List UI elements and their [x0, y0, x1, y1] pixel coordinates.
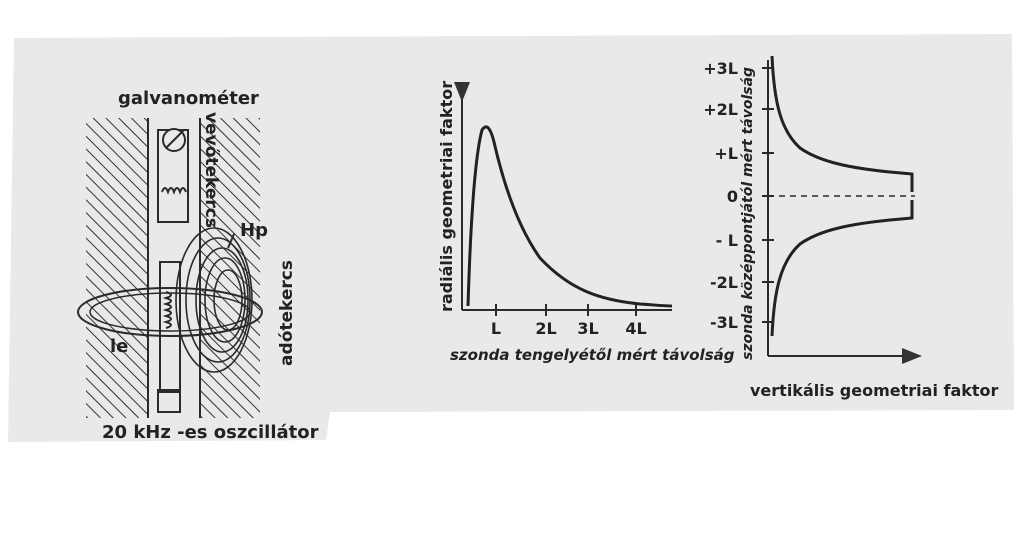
right-y-tick-label: +2L [703, 100, 738, 119]
oscillator-label: 20 kHz -es oszcillátor [102, 422, 319, 443]
right-y-tick-label: - L [716, 231, 738, 250]
vertical-factor-curve-lower [770, 200, 914, 337]
middle-x-tick-label: 4L [625, 319, 646, 338]
radial-factor-curve [466, 125, 673, 308]
right-y-tick-label: -3L [710, 313, 738, 332]
galvanometer-label: galvanométer [118, 88, 259, 109]
middle-x-tick-label: L [491, 319, 501, 338]
oscillator-box [157, 389, 181, 413]
vertical-factor-chart: +3L +2L +L 0 - L -2L -3L szonda középpontjától… [703, 55, 999, 400]
right-y-tick-label: +L [714, 144, 738, 163]
transmitter-coil-symbol [162, 291, 172, 329]
formation-wall-right [200, 118, 260, 418]
middle-y-label: radiális geometriai faktor [437, 81, 456, 312]
right-y-tick-label: 0 [727, 187, 738, 206]
primary-field-loops [175, 227, 253, 373]
eddy-current-loop [77, 287, 263, 337]
transmitter-coil-label: adótekercs [277, 260, 297, 366]
right-y-tick-label: -2L [710, 273, 738, 292]
receiver-coil-label: vevőtekercs [201, 112, 221, 228]
vertical-factor-curve-upper [770, 55, 914, 192]
middle-x-tick-label: 3L [577, 319, 598, 338]
right-y-tick-label: +3L [703, 59, 738, 78]
transmitter-rod [159, 261, 181, 393]
probe-diagram: galvanométer vevőtekercs Hp adótekercs l… [77, 88, 319, 443]
borehole [148, 118, 200, 418]
middle-x-label: szonda tengelyétől mért távolság [450, 346, 735, 364]
formation-wall-left [86, 118, 148, 418]
radial-factor-chart: L 2L 3L 4L radiális geometriai faktor szond… [437, 81, 735, 364]
receiver-coil-symbol [161, 187, 187, 195]
right-x-label: vertikális geometriai faktor [750, 381, 999, 400]
middle-x-tick-label: 2L [535, 319, 556, 338]
loop-label: le [110, 336, 128, 357]
right-y-label: szonda középpontjától mért távolság [740, 67, 756, 360]
field-label: Hp [240, 220, 268, 241]
